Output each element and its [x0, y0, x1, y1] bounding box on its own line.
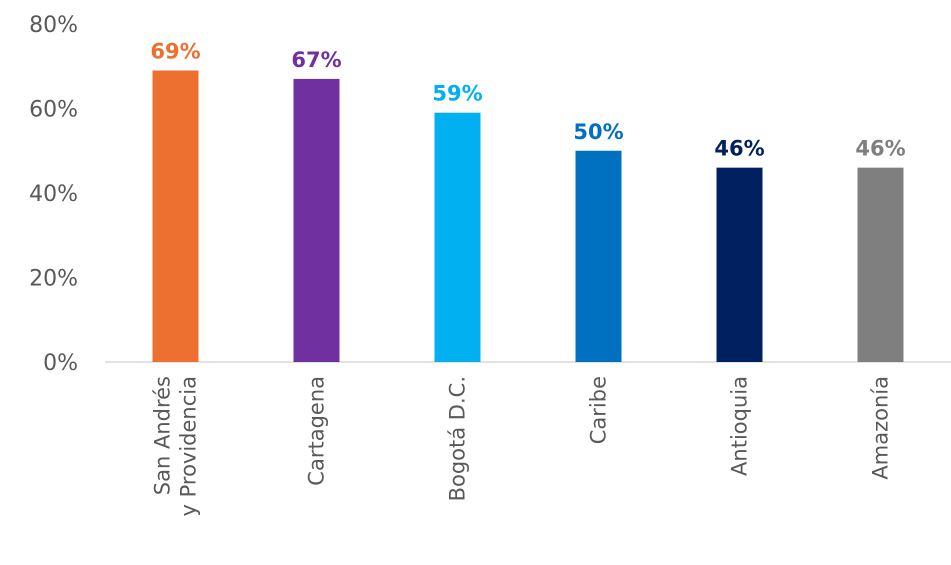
y-tick-label: 0%: [43, 351, 78, 376]
bar: [293, 78, 340, 363]
category-label: San Andrés y Providencia: [151, 376, 201, 517]
category-label-line: Antioquia: [728, 376, 752, 476]
data-label: 50%: [573, 120, 623, 144]
data-label: 67%: [291, 48, 341, 72]
category-label-line: San Andrés: [151, 376, 175, 495]
bar: [716, 167, 763, 362]
bar: [152, 70, 199, 362]
y-axis: 0% 20% 40% 60% 80%: [29, 13, 78, 376]
bar: [434, 112, 481, 362]
category-label: Antioquia: [728, 376, 752, 476]
category-label-line: Bogotá D.C.: [446, 376, 470, 501]
data-label: 59%: [432, 82, 482, 106]
y-tick-label: 20%: [29, 267, 78, 292]
category-label: Bogotá D.C.: [446, 376, 470, 501]
data-label: 46%: [855, 137, 905, 161]
y-tick-label: 80%: [29, 13, 78, 38]
category-label-line: Cartagena: [305, 376, 329, 486]
category-labels: San Andrés y Providencia Cartagena Bogotá D…: [151, 376, 893, 517]
bar: [575, 150, 622, 362]
category-label: Caribe: [587, 376, 611, 444]
data-label: 46%: [714, 137, 764, 161]
y-tick-label: 60%: [29, 98, 78, 123]
category-label: Amazonía: [869, 376, 893, 480]
bar: [857, 167, 904, 362]
data-label: 69%: [150, 39, 200, 63]
category-label-line: y Providencia: [177, 376, 201, 517]
category-label: Cartagena: [305, 376, 329, 486]
data-labels: 69% 67% 59% 50% 46% 46%: [150, 39, 905, 160]
y-tick-label: 40%: [29, 182, 78, 207]
category-label-line: Caribe: [587, 376, 611, 444]
category-label-line: Amazonía: [869, 376, 893, 480]
bars: [152, 70, 904, 363]
